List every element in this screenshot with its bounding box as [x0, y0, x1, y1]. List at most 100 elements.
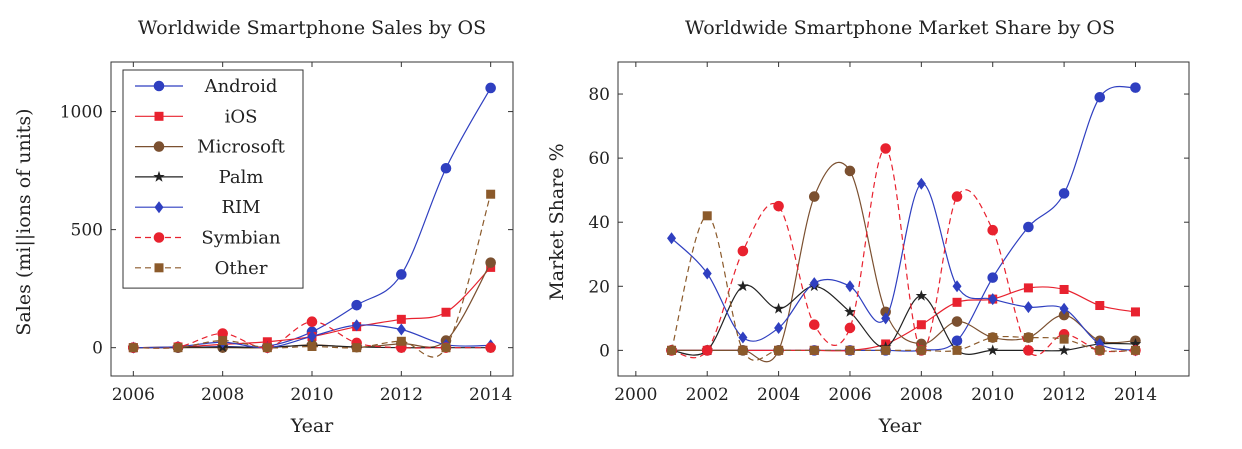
sales-legend-label-microsoft: Microsoft	[197, 137, 285, 158]
sales-series-rim-point	[396, 323, 406, 336]
sales-ytick-label: 500	[71, 221, 103, 241]
share-series-rim-point	[1023, 301, 1033, 314]
share-xtick-label: 2004	[757, 385, 800, 405]
share-xtick-label: 2010	[971, 385, 1014, 405]
share-series-rim-point	[1059, 302, 1069, 315]
share-series-rim-point	[881, 312, 891, 325]
share-series-palm-point	[1129, 337, 1142, 349]
sales-xtick-label: 2006	[112, 385, 155, 405]
share-chart-ylabel: Market Share %	[546, 143, 568, 300]
sales-chart-title: Worldwide Smartphone Sales by OS	[138, 17, 486, 39]
sales-series-other-point	[262, 343, 272, 353]
sales-legend-marker-ios	[154, 111, 164, 121]
share-series-symbian-point	[773, 200, 784, 212]
share-series-other-point	[774, 345, 784, 355]
share-series-palm-point	[737, 280, 749, 292]
share-series-other-point	[809, 345, 819, 355]
share-series-rim-point	[988, 293, 998, 306]
share-series-android-point	[1058, 188, 1070, 199]
share-ytick-label: 0	[599, 341, 610, 361]
share-series-palm-point	[844, 305, 856, 317]
sales-series-android-point	[440, 162, 452, 174]
share-series-android-point	[1094, 91, 1106, 103]
share-series-palm-point	[1058, 344, 1070, 356]
share-chart-xlabel: Year	[878, 415, 922, 437]
share-series-palm-point	[915, 289, 928, 301]
sales-series-other-point	[441, 343, 451, 353]
sales-chart-ylabel: Sales (mi||ions of units)	[13, 108, 35, 335]
share-ytick-label: 40	[588, 213, 610, 233]
sales-series-ios-point	[441, 307, 451, 317]
sales-ytick-label: 1000	[60, 103, 103, 123]
share-series-other-point	[667, 345, 677, 355]
sales-series-ios-point	[396, 314, 406, 324]
share-series-palm-point	[772, 302, 785, 314]
share-series-rim-point	[702, 267, 712, 280]
share-series-other-point	[988, 333, 998, 343]
share-chart: Worldwide Smartphone Market Share by OS …	[546, 17, 1190, 437]
share-series-rim-point	[738, 331, 748, 344]
share-series-ios-point	[1130, 307, 1140, 317]
share-xtick-label: 2000	[614, 385, 657, 405]
sales-legend-marker-palm	[153, 170, 165, 182]
sales-ytick-label: 0	[92, 339, 103, 359]
sales-series-other-point	[486, 189, 496, 199]
sales-series-android-point	[485, 82, 496, 94]
share-series-symbian-line	[671, 147, 1136, 359]
sales-legend-marker-rim	[154, 201, 164, 214]
share-series-palm-point	[987, 344, 999, 356]
sales-series-other-point	[218, 336, 228, 346]
share-series-other-point	[1130, 345, 1140, 355]
share-ytick-label: 60	[588, 149, 610, 169]
share-series-rim-point	[916, 177, 926, 190]
sales-legend-box	[122, 69, 304, 289]
share-series-other-point	[1023, 333, 1033, 343]
share-series-symbian-point	[844, 322, 856, 334]
share-series-rim-point	[845, 280, 855, 293]
sales-series-other-point	[307, 341, 317, 351]
share-xtick-label: 2014	[1114, 385, 1157, 405]
sales-series-microsoft-point	[485, 257, 496, 268]
sales-series-rim-point	[307, 330, 317, 343]
sales-legend-label-symbian: Symbian	[201, 228, 281, 249]
sales-series-other-point	[128, 343, 138, 353]
share-series-android-point	[987, 272, 999, 283]
share-series-other-point	[916, 345, 926, 355]
sales-series-android-point	[396, 269, 407, 280]
sales-series-android-point	[351, 299, 362, 311]
share-series-android-point	[951, 335, 963, 347]
share-xtick-label: 2002	[686, 385, 729, 405]
sales-legend-marker-android	[153, 80, 165, 92]
sales-legend-marker-symbian	[153, 232, 165, 243]
share-series-other-point	[952, 345, 962, 355]
sales-series-other-point	[352, 343, 362, 353]
share-ytick-label: 80	[588, 85, 610, 105]
share-series-ios-point	[916, 320, 926, 330]
share-series-group	[665, 82, 1142, 363]
share-series-other-point	[845, 345, 855, 355]
share-series-symbian-point	[1023, 345, 1034, 356]
share-series-ios-point	[1095, 301, 1105, 311]
sales-legend-label-other: Other	[215, 258, 268, 279]
sales-legend: Android iOS Microsoft Palm RIM Symbian Other	[122, 69, 304, 289]
sales-xtick-label: 2012	[380, 385, 423, 405]
sales-xtick-label: 2010	[290, 385, 333, 405]
sales-chart-xlabel: Year	[290, 415, 334, 437]
sales-series-other-point	[396, 336, 406, 346]
sales-series-symbian-point	[485, 342, 496, 353]
share-series-microsoft-point	[808, 191, 820, 202]
share-series-rim-point	[667, 232, 677, 245]
share-series-other-point	[1059, 334, 1069, 344]
share-ytick-label: 20	[588, 277, 610, 297]
share-series-other-point	[738, 345, 748, 355]
sales-xtick-label: 2008	[201, 385, 244, 405]
share-series-android-point	[1023, 221, 1034, 233]
sales-series-group	[127, 82, 497, 358]
sales-legend-marker-microsoft	[153, 141, 165, 152]
share-series-symbian-point	[808, 319, 820, 331]
share-series-symbian-point	[880, 143, 891, 154]
share-series-other-point	[881, 345, 891, 355]
sales-chart: Worldwide Smartphone Sales by OS Year Sa…	[13, 17, 514, 437]
share-series-rim-line	[671, 183, 1136, 351]
